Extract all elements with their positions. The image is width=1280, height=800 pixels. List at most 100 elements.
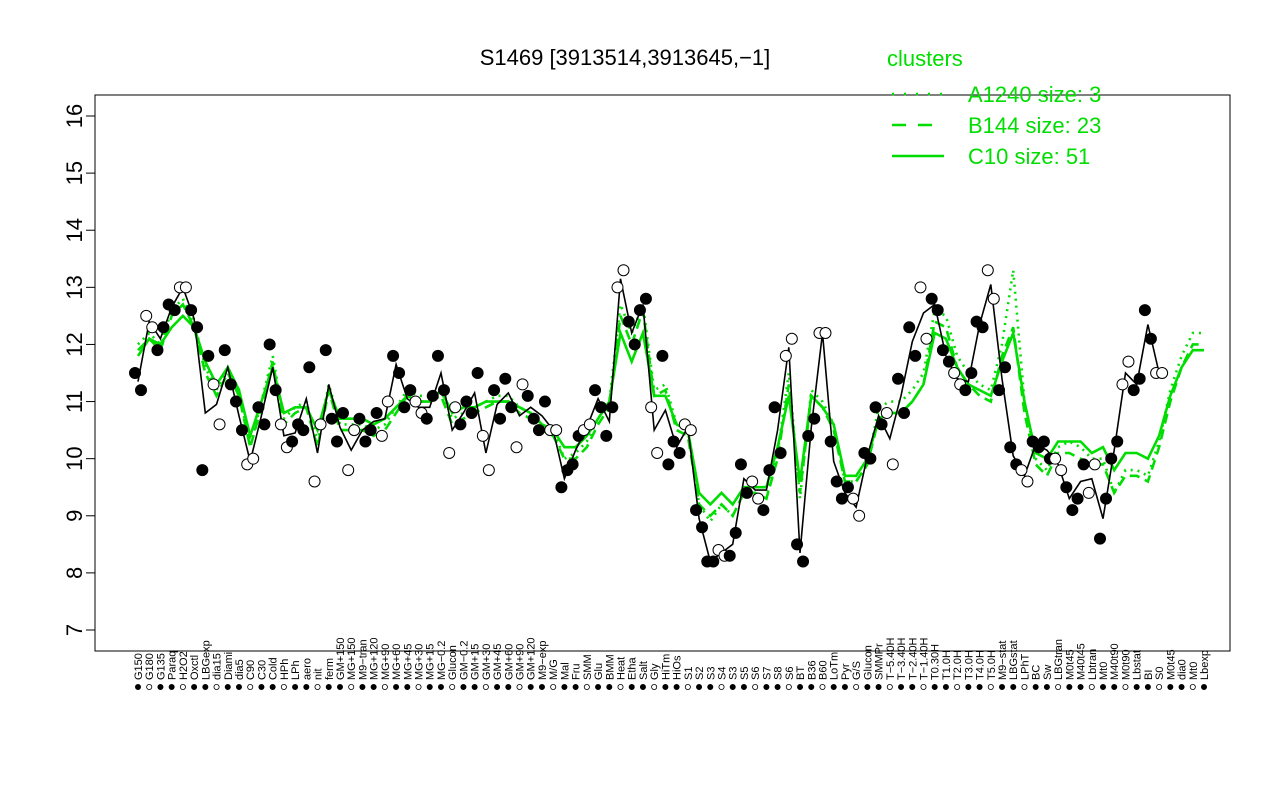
data-point (1071, 492, 1084, 505)
data-point (364, 424, 377, 437)
data-point (224, 378, 237, 391)
data-point (151, 344, 164, 357)
x-tick-label: Glucon (447, 645, 459, 680)
x-tick-label: S0 (1154, 667, 1166, 680)
data-point (185, 304, 198, 317)
data-point (936, 344, 949, 357)
x-marker (1032, 684, 1039, 691)
data-point (847, 492, 860, 505)
x-marker (572, 684, 579, 691)
x-marker (841, 684, 848, 691)
x-tick-label: dia5 (234, 659, 246, 680)
data-point (157, 321, 170, 334)
data-point (785, 332, 798, 345)
x-tick-label: C30 (256, 660, 268, 680)
x-tick-label: S1 (683, 667, 695, 680)
x-tick-label: G180 (144, 653, 156, 680)
data-point (1105, 452, 1118, 465)
data-point (768, 401, 781, 414)
data-point (527, 412, 540, 425)
data-point (1037, 435, 1050, 448)
x-tick-label: dia0 (1177, 659, 1189, 680)
x-tick-label: M0t45 (1064, 649, 1076, 680)
data-point (235, 424, 248, 437)
x-tick-label: T−1.40H (918, 637, 930, 680)
data-point (835, 492, 848, 505)
x-tick-label: Sw (1042, 665, 1054, 680)
x-marker (146, 684, 153, 691)
x-marker (426, 684, 433, 691)
x-marker (819, 684, 826, 691)
x-tick-label: S6 (784, 667, 796, 680)
x-tick-label: MG−0.2 (436, 641, 448, 680)
x-tick-label: M9−stat (997, 641, 1009, 680)
data-point (538, 395, 551, 408)
x-marker (662, 684, 669, 691)
data-point (651, 446, 664, 459)
data-point (505, 401, 518, 414)
x-marker (942, 684, 949, 691)
x-marker (224, 684, 231, 691)
x-marker (494, 684, 501, 691)
x-tick-label: GM+30 (481, 644, 493, 680)
data-point (729, 526, 742, 539)
x-marker (191, 684, 198, 691)
data-point (1055, 464, 1068, 477)
x-marker (763, 684, 770, 691)
data-point (555, 481, 568, 494)
data-point (583, 418, 596, 431)
chart-title: S1469 [3913514,3913645,−1] (480, 45, 771, 70)
data-point (1082, 486, 1095, 499)
data-point (207, 378, 220, 391)
data-point (404, 384, 417, 397)
y-tick-label: 15 (62, 161, 87, 185)
x-tick-label: Glu (593, 663, 605, 680)
x-marker (651, 684, 658, 691)
x-marker (999, 684, 1006, 691)
x-marker (393, 684, 400, 691)
data-point (476, 429, 489, 442)
data-point (987, 292, 1000, 305)
data-point (948, 367, 961, 379)
x-tick-label: HiTm (660, 654, 672, 680)
data-point (633, 304, 646, 317)
x-marker (449, 684, 456, 691)
x-tick-label: MG+15 (425, 644, 437, 680)
data-point (892, 372, 905, 385)
data-point (981, 264, 994, 277)
x-tick-label: Lbtran (1087, 649, 1099, 680)
data-point (510, 441, 523, 454)
x-marker (370, 684, 377, 691)
x-tick-label: T−3.40H (896, 637, 908, 680)
data-point (499, 372, 512, 385)
data-point (965, 367, 978, 379)
data-point (1088, 458, 1101, 471)
data-point (746, 475, 759, 488)
data-point (213, 418, 226, 431)
data-point (191, 321, 204, 334)
data-point (303, 361, 316, 374)
data-point (129, 367, 141, 379)
x-tick-label: S3 (728, 667, 740, 680)
x-tick-label: aero (301, 658, 313, 680)
data-point (600, 429, 613, 442)
x-marker (1043, 684, 1050, 691)
x-marker (853, 684, 860, 691)
x-marker (898, 684, 905, 691)
x-tick-label: G150 (133, 653, 145, 680)
legend-label-2: C10 size: 51 (968, 144, 1090, 169)
x-marker (774, 684, 781, 691)
x-tick-label: Salt (638, 661, 650, 680)
data-point (662, 458, 675, 471)
x-tick-label: LBGexp (200, 640, 212, 680)
x-marker (1156, 684, 1163, 691)
x-marker (987, 684, 994, 691)
x-tick-label: GM+45 (492, 644, 504, 680)
data-point (791, 538, 804, 551)
data-point (1122, 355, 1135, 368)
legend: clusters A1240 size: 3 B144 size: 23 C10 s… (887, 46, 1101, 169)
x-tick-label: LPhT (1019, 653, 1031, 680)
data-point (589, 384, 602, 397)
x-marker (830, 684, 837, 691)
data-point (370, 406, 383, 419)
